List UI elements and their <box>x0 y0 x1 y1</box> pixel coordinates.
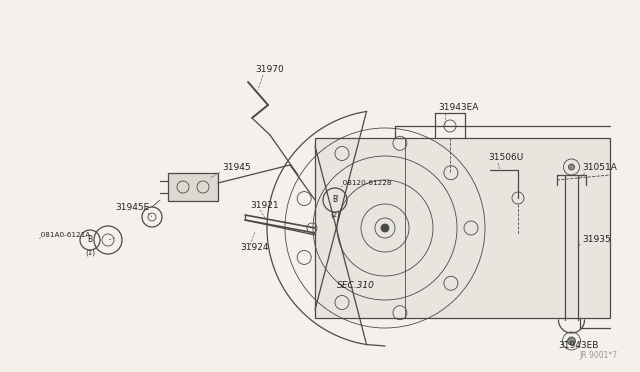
Text: JR 9001*7: JR 9001*7 <box>580 351 618 360</box>
Text: B: B <box>88 235 93 244</box>
Text: 31924: 31924 <box>240 244 269 253</box>
Text: 31945E: 31945E <box>115 203 149 212</box>
Text: ¸081A0-6121A: ¸081A0-6121A <box>38 232 92 238</box>
Text: 31051A: 31051A <box>582 164 617 173</box>
Circle shape <box>568 164 575 170</box>
Text: 31506U: 31506U <box>488 154 524 163</box>
Circle shape <box>568 337 575 345</box>
Circle shape <box>381 224 389 232</box>
Text: B: B <box>332 196 337 205</box>
Text: 31943EB: 31943EB <box>558 340 598 350</box>
Bar <box>315 138 610 318</box>
Text: 31921: 31921 <box>250 201 278 209</box>
Text: SEC.310: SEC.310 <box>337 280 375 289</box>
Text: 31943EA: 31943EA <box>438 103 478 112</box>
Text: (2): (2) <box>330 212 340 218</box>
Bar <box>168 173 218 201</box>
Text: (1): (1) <box>85 250 95 256</box>
Text: ¸08120-61228: ¸08120-61228 <box>340 180 392 186</box>
Text: 31970: 31970 <box>255 65 284 74</box>
Text: 31945: 31945 <box>222 164 251 173</box>
Text: 31935: 31935 <box>582 235 611 244</box>
